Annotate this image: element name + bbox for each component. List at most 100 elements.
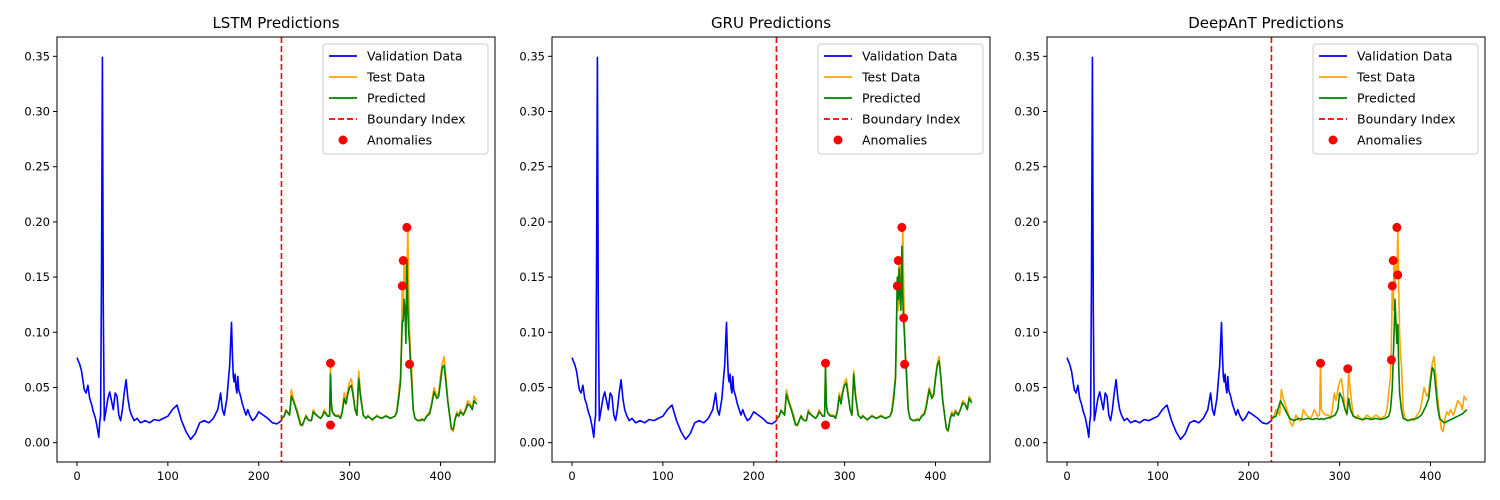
plot-area (571, 37, 973, 462)
legend-label: Predicted (367, 91, 426, 106)
legend-item: Validation Data (824, 49, 958, 64)
legend-item: Predicted (824, 91, 921, 106)
series-line-predicted (1271, 298, 1468, 424)
legend-box (322, 43, 489, 155)
y-tick-label: 0.05 (1014, 380, 1040, 394)
anomaly-point (892, 281, 902, 291)
x-tick-label: 200 (248, 469, 270, 483)
anomaly-point (821, 420, 831, 430)
x-tick-label: 0 (1063, 469, 1070, 483)
anomaly-point (893, 256, 903, 266)
x-tick-label: 300 (339, 469, 361, 483)
plot-area (76, 37, 478, 462)
axes-frame (56, 36, 496, 463)
y-tick-label: 0.10 (1014, 325, 1040, 339)
legend-marker (833, 135, 843, 145)
legend: Validation Data Test Data Predicted Boundar… (1312, 43, 1479, 155)
chart-title: DeepAnT Predictions (1188, 14, 1344, 32)
y-tick-label: 0.05 (519, 380, 545, 394)
legend-label: Test Data (366, 70, 425, 85)
anomaly-point (405, 359, 415, 369)
legend-marker (1328, 135, 1338, 145)
subplot-2: GRU Predictions 0.00 0.05 0.10 0.15 0.20 0.25 0… (519, 14, 991, 483)
y-tick-label: 0.00 (519, 436, 545, 450)
y-tick-label: 0.15 (1014, 270, 1040, 284)
series-line-predicted (280, 258, 478, 431)
anomaly-point (398, 256, 408, 266)
x-tick-label: 0 (73, 469, 80, 483)
legend-item: Anomalies (833, 133, 927, 148)
series-line-validation-data (1066, 56, 1272, 441)
series-line-predicted (775, 245, 973, 432)
x-tick-label: 200 (1238, 469, 1260, 483)
legend-label: Validation Data (862, 49, 958, 64)
y-tick-label: 0.35 (1014, 49, 1040, 63)
legend-label: Test Data (1356, 70, 1415, 85)
legend-label: Test Data (861, 70, 920, 85)
y-tick-label: 0.35 (24, 49, 50, 63)
axes-frame (1046, 36, 1486, 463)
y-tick-label: 0.25 (24, 160, 50, 174)
anomaly-point (1343, 364, 1353, 374)
x-tick-label: 100 (652, 469, 674, 483)
legend-label: Anomalies (862, 133, 927, 148)
y-tick-label: 0.25 (519, 160, 545, 174)
y-tick-label: 0.35 (519, 49, 545, 63)
legend-item: Validation Data (329, 49, 463, 64)
anomaly-point (326, 420, 336, 430)
legend-item: Test Data (1319, 70, 1415, 85)
legend-item: Test Data (824, 70, 920, 85)
x-tick-label: 400 (430, 469, 452, 483)
x-tick-label: 100 (157, 469, 179, 483)
x-tick-label: 300 (1329, 469, 1351, 483)
legend-label: Validation Data (1357, 49, 1453, 64)
y-tick-label: 0.10 (24, 325, 50, 339)
legend-item: Boundary Index (1319, 112, 1456, 127)
legend: Validation Data Test Data Predicted Boundar… (817, 43, 984, 155)
legend-marker (338, 135, 348, 145)
x-tick-label: 200 (743, 469, 765, 483)
y-tick-label: 0.00 (24, 436, 50, 450)
legend-item: Anomalies (338, 133, 432, 148)
legend: Validation Data Test Data Predicted Boundar… (322, 43, 489, 155)
x-tick-label: 400 (1420, 469, 1442, 483)
legend-item: Validation Data (1319, 49, 1453, 64)
axes-frame (551, 36, 991, 463)
legend-item: Boundary Index (824, 112, 961, 127)
legend-label: Predicted (862, 91, 921, 106)
legend-item: Predicted (1319, 91, 1416, 106)
anomaly-point (900, 359, 910, 369)
chart-title: GRU Predictions (711, 14, 831, 32)
subplot-3: DeepAnT Predictions 0.00 0.05 0.10 0.15 0.20 0… (1014, 14, 1486, 483)
anomaly-point (1392, 222, 1402, 232)
series-line-validation-data (571, 56, 777, 441)
legend-box (1312, 43, 1479, 155)
y-tick-label: 0.15 (24, 270, 50, 284)
series-line-validation-data (76, 56, 282, 441)
anomaly-point (1388, 256, 1398, 266)
anomaly-point (402, 222, 412, 232)
y-tick-label: 0.15 (519, 270, 545, 284)
legend-item: Anomalies (1328, 133, 1422, 148)
legend-label: Boundary Index (862, 112, 961, 127)
anomaly-point (1316, 358, 1326, 368)
anomaly-point (1387, 281, 1397, 291)
y-tick-label: 0.30 (519, 105, 545, 119)
legend-item: Boundary Index (329, 112, 466, 127)
y-tick-label: 0.30 (1014, 105, 1040, 119)
y-tick-label: 0.10 (519, 325, 545, 339)
y-tick-label: 0.20 (519, 215, 545, 229)
y-tick-label: 0.05 (24, 380, 50, 394)
y-tick-label: 0.20 (1014, 215, 1040, 229)
anomaly-point (1393, 270, 1403, 280)
legend-item: Predicted (329, 91, 426, 106)
x-tick-label: 400 (925, 469, 947, 483)
legend-label: Predicted (1357, 91, 1416, 106)
y-tick-label: 0.20 (24, 215, 50, 229)
anomaly-point (397, 281, 407, 291)
legend-box (817, 43, 984, 155)
anomaly-point (326, 358, 336, 368)
legend-label: Anomalies (367, 133, 432, 148)
anomaly-point (821, 358, 831, 368)
